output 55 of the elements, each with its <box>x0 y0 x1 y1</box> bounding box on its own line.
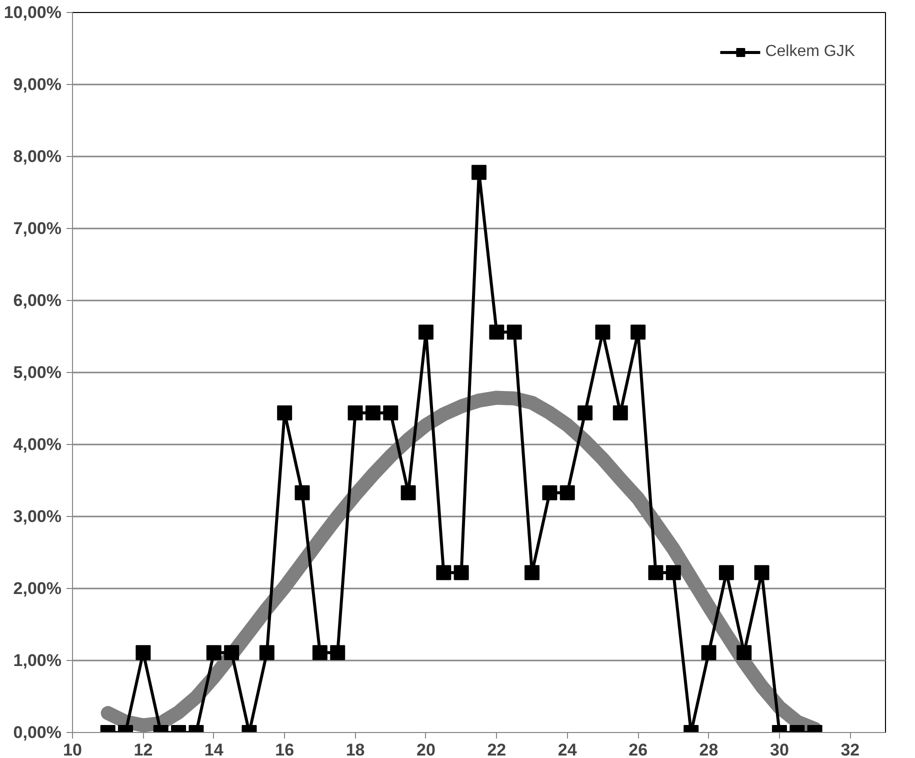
point <box>312 645 328 660</box>
x-tick-label: 22 <box>487 740 506 758</box>
point <box>294 485 310 500</box>
point <box>224 645 240 660</box>
point <box>365 405 380 420</box>
point <box>542 485 558 500</box>
y-tick-label: 2,00% <box>13 579 62 598</box>
point <box>560 485 575 500</box>
x-tick-label: 16 <box>275 740 294 758</box>
x-tick-label: 26 <box>628 740 648 758</box>
y-tick-label: 9,00% <box>13 75 62 94</box>
x-tick-label: 24 <box>558 740 578 758</box>
x-tick-label: 10 <box>63 740 82 758</box>
point <box>348 405 363 420</box>
x-tick-label: 30 <box>770 740 789 758</box>
point <box>754 565 770 580</box>
point <box>701 645 716 660</box>
y-tick-label: 8,00% <box>13 147 62 166</box>
point <box>736 645 752 660</box>
y-tick-label: 7,00% <box>13 219 62 238</box>
y-tick-label: 4,00% <box>13 435 62 454</box>
y-tick-label: 6,00% <box>13 291 62 310</box>
legend-label: Celkem GJK <box>765 43 855 61</box>
point <box>595 324 610 340</box>
point <box>277 405 292 420</box>
point <box>418 324 434 340</box>
point <box>206 645 222 660</box>
point <box>648 565 664 580</box>
x-tick-label: 20 <box>416 740 436 758</box>
point <box>666 565 681 580</box>
x-tick-label: 12 <box>134 740 153 758</box>
point <box>136 645 151 660</box>
y-tick-label: 5,00% <box>13 363 62 382</box>
point <box>472 164 486 180</box>
y-tick-label: 3,00% <box>13 507 62 526</box>
x-tick-label: 18 <box>346 740 365 758</box>
point <box>259 645 274 660</box>
point <box>330 645 346 660</box>
point <box>436 565 452 580</box>
x-tick-label: 14 <box>204 740 224 758</box>
x-tick-label: 28 <box>699 740 718 758</box>
point <box>612 405 628 420</box>
point <box>506 324 522 340</box>
point <box>630 324 646 340</box>
y-tick-label: 10,00% <box>4 3 62 22</box>
y-tick-label: 0,00% <box>13 723 62 742</box>
point <box>400 485 416 500</box>
point <box>489 324 504 340</box>
y-tick-label: 1,00% <box>13 651 62 670</box>
point <box>578 405 593 420</box>
point <box>524 565 540 580</box>
x-tick-label: 32 <box>840 740 860 758</box>
point <box>383 405 398 420</box>
point <box>718 565 734 580</box>
point <box>454 565 469 580</box>
